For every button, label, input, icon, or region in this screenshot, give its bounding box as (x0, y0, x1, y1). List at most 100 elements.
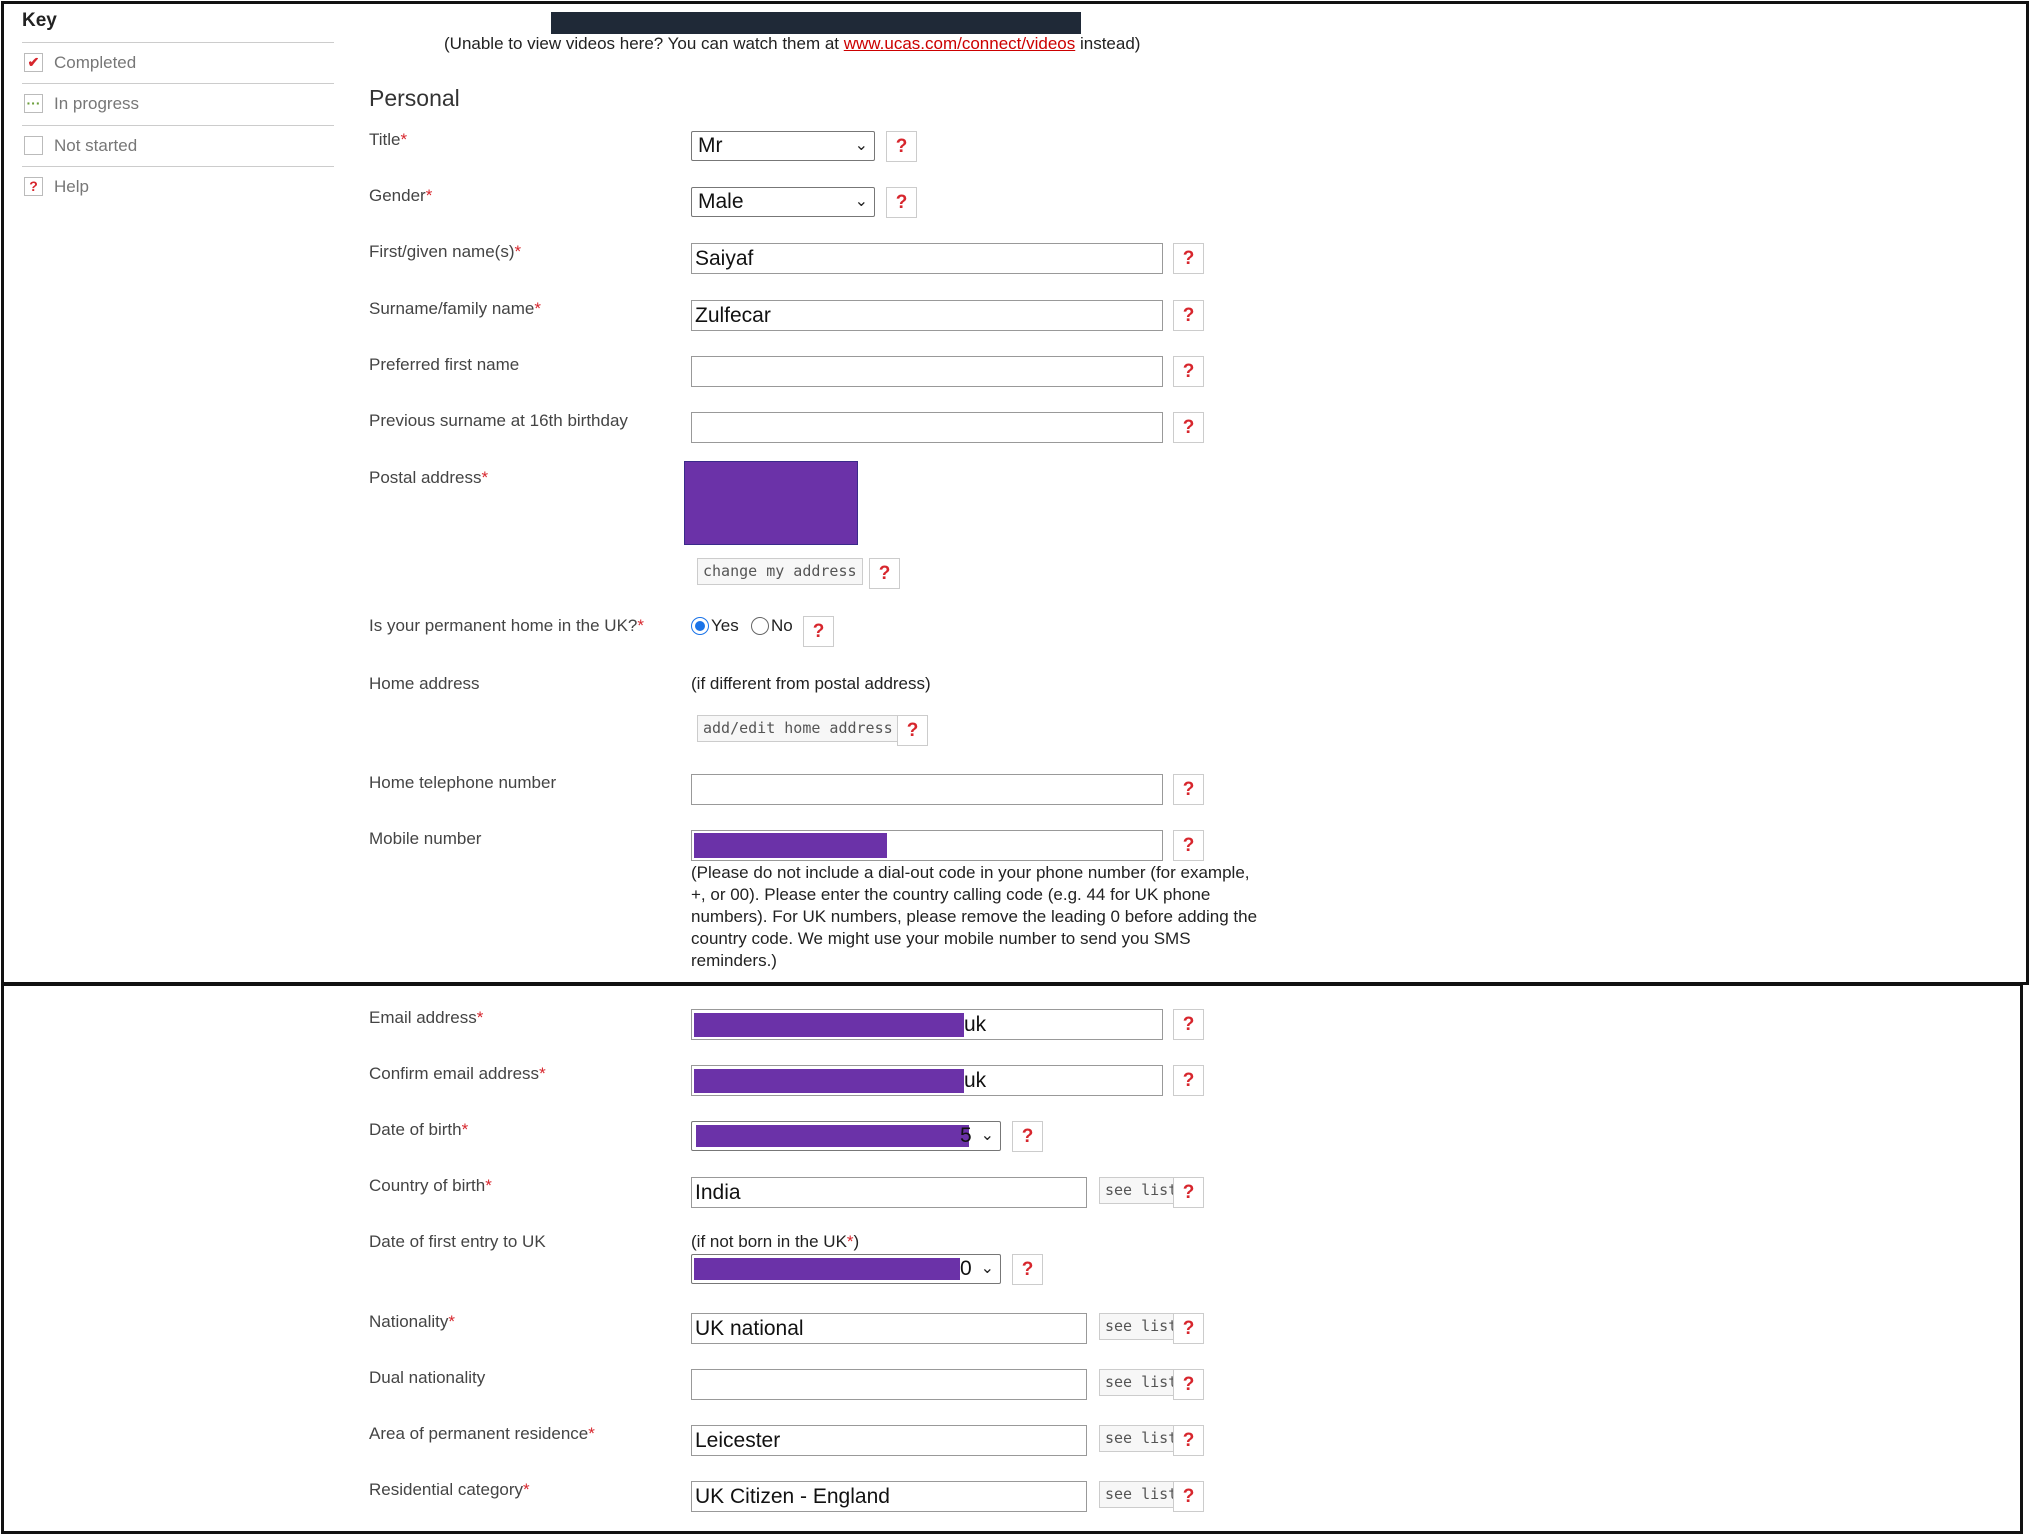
residential-category-label: Residential category* (369, 1480, 530, 1499)
see-list-button[interactable]: see list (1099, 1313, 1184, 1340)
see-list-button[interactable]: see list (1099, 1425, 1184, 1452)
confirm-email-input[interactable]: uk (691, 1065, 1163, 1096)
dual-nationality-input[interactable] (691, 1369, 1087, 1400)
permanent-home-yes-radio[interactable] (691, 617, 709, 635)
redacted-mobile (694, 833, 887, 858)
home-address-note: (if different from postal address) (691, 674, 931, 693)
help-button[interactable]: ? (803, 616, 834, 647)
surname-input[interactable]: Zulfecar (691, 300, 1163, 331)
nationality-input[interactable]: UK national (691, 1313, 1087, 1344)
chevron-down-icon: ⌄ (980, 1127, 994, 1144)
help-button[interactable]: ? (1173, 1425, 1204, 1456)
dob-label: Date of birth* (369, 1120, 469, 1139)
redacted-first-entry (694, 1258, 960, 1280)
help-button[interactable]: ? (886, 131, 917, 162)
see-list-button[interactable]: see list (1099, 1481, 1184, 1508)
help-button[interactable]: ? (1173, 243, 1204, 274)
key-in-progress: ··· In progress (22, 83, 334, 124)
help-button[interactable]: ? (1012, 1254, 1043, 1285)
mobile-label: Mobile number (369, 829, 482, 848)
key-help: ? Help (22, 166, 334, 207)
permanent-home-no-radio[interactable] (751, 617, 769, 635)
permanent-home-label: Is your permanent home in the UK?* (369, 616, 644, 635)
not-started-icon (24, 136, 43, 155)
first-entry-note: (if not born in the UK*) (691, 1232, 860, 1251)
help-button[interactable]: ? (1173, 774, 1204, 805)
key-not-started: Not started (22, 125, 334, 166)
help-button[interactable]: ? (1012, 1121, 1043, 1152)
key-not-started-label: Not started (54, 136, 138, 155)
mobile-input[interactable] (691, 830, 1163, 861)
video-note-prefix: (Unable to view videos here? You can wat… (444, 34, 844, 53)
help-button[interactable]: ? (1173, 412, 1204, 443)
help-button[interactable]: ? (1173, 1065, 1204, 1096)
dob-select[interactable]: 5 ⌄ (691, 1121, 1001, 1151)
help-button[interactable]: ? (869, 558, 900, 589)
help-button[interactable]: ? (1173, 356, 1204, 387)
key-in-progress-label: In progress (54, 94, 140, 113)
in-progress-icon: ··· (24, 94, 43, 113)
dual-nationality-label: Dual nationality (369, 1368, 486, 1387)
preferred-first-name-label: Preferred first name (369, 355, 520, 374)
help-button[interactable]: ? (1173, 300, 1204, 331)
redacted-postal-address (684, 461, 858, 545)
email-label: Email address* (369, 1008, 484, 1027)
permanent-home-no-label: No (771, 616, 793, 635)
see-list-button[interactable]: see list (1099, 1369, 1184, 1396)
email-input[interactable]: uk (691, 1009, 1163, 1040)
key-completed: ✔ Completed (22, 42, 334, 83)
help-button[interactable]: ? (1173, 830, 1204, 861)
edit-home-address-button[interactable]: add/edit home address (697, 715, 899, 742)
chevron-down-icon: ⌄ (854, 193, 868, 210)
previous-surname-input[interactable] (691, 412, 1163, 443)
key-help-label: Help (54, 177, 89, 196)
completed-check-icon: ✔ (24, 53, 43, 72)
help-button[interactable]: ? (1173, 1177, 1204, 1208)
redacted-confirm-email (694, 1069, 964, 1093)
title-label: Title* (369, 130, 408, 149)
help-button[interactable]: ? (1173, 1009, 1204, 1040)
change-address-button[interactable]: change my address (697, 558, 863, 585)
help-button[interactable]: ? (1173, 1481, 1204, 1512)
residential-category-input[interactable]: UK Citizen - England (691, 1481, 1087, 1512)
redacted-email (694, 1013, 964, 1037)
gender-label: Gender* (369, 186, 433, 205)
videos-link[interactable]: www.ucas.com/connect/videos (843, 34, 1076, 53)
section-title: Personal (369, 85, 460, 111)
home-telephone-label: Home telephone number (369, 773, 557, 792)
postal-address-label: Postal address* (369, 468, 489, 487)
first-name-label: First/given name(s)* (369, 242, 522, 261)
gender-select[interactable]: Male ⌄ (691, 187, 875, 217)
home-address-label: Home address (369, 674, 480, 693)
first-name-input[interactable]: Saiyaf (691, 243, 1163, 274)
see-list-button[interactable]: see list (1099, 1177, 1184, 1204)
confirm-email-label: Confirm email address* (369, 1064, 546, 1083)
help-button[interactable]: ? (1173, 1369, 1204, 1400)
previous-surname-label: Previous surname at 16th birthday (369, 411, 628, 430)
home-telephone-input[interactable] (691, 774, 1163, 805)
key-title: Key (22, 10, 57, 31)
preferred-first-name-input[interactable] (691, 356, 1163, 387)
help-icon: ? (24, 177, 43, 196)
bottom-frame (1, 983, 2023, 1534)
video-note: (Unable to view videos here? You can wat… (444, 34, 1140, 54)
first-entry-label: Date of first entry to UK (369, 1232, 546, 1251)
redacted-dob (696, 1125, 969, 1147)
country-of-birth-label: Country of birth* (369, 1176, 492, 1195)
title-select[interactable]: Mr ⌄ (691, 131, 875, 161)
chevron-down-icon: ⌄ (980, 1260, 994, 1277)
country-of-birth-input[interactable]: India (691, 1177, 1087, 1208)
help-button[interactable]: ? (1173, 1313, 1204, 1344)
key-completed-label: Completed (54, 53, 137, 72)
area-residence-label: Area of permanent residence* (369, 1424, 595, 1443)
nationality-label: Nationality* (369, 1312, 455, 1331)
area-residence-input[interactable]: Leicester (691, 1425, 1087, 1456)
surname-label: Surname/family name* (369, 299, 541, 318)
chevron-down-icon: ⌄ (854, 137, 868, 154)
permanent-home-yes-label: Yes (711, 616, 739, 635)
mobile-note: (Please do not include a dial-out code i… (691, 863, 1258, 970)
help-button[interactable]: ? (897, 715, 928, 746)
help-button[interactable]: ? (886, 187, 917, 218)
video-note-suffix: instead) (1075, 34, 1141, 53)
first-entry-select[interactable]: 0 ⌄ (691, 1254, 1001, 1284)
